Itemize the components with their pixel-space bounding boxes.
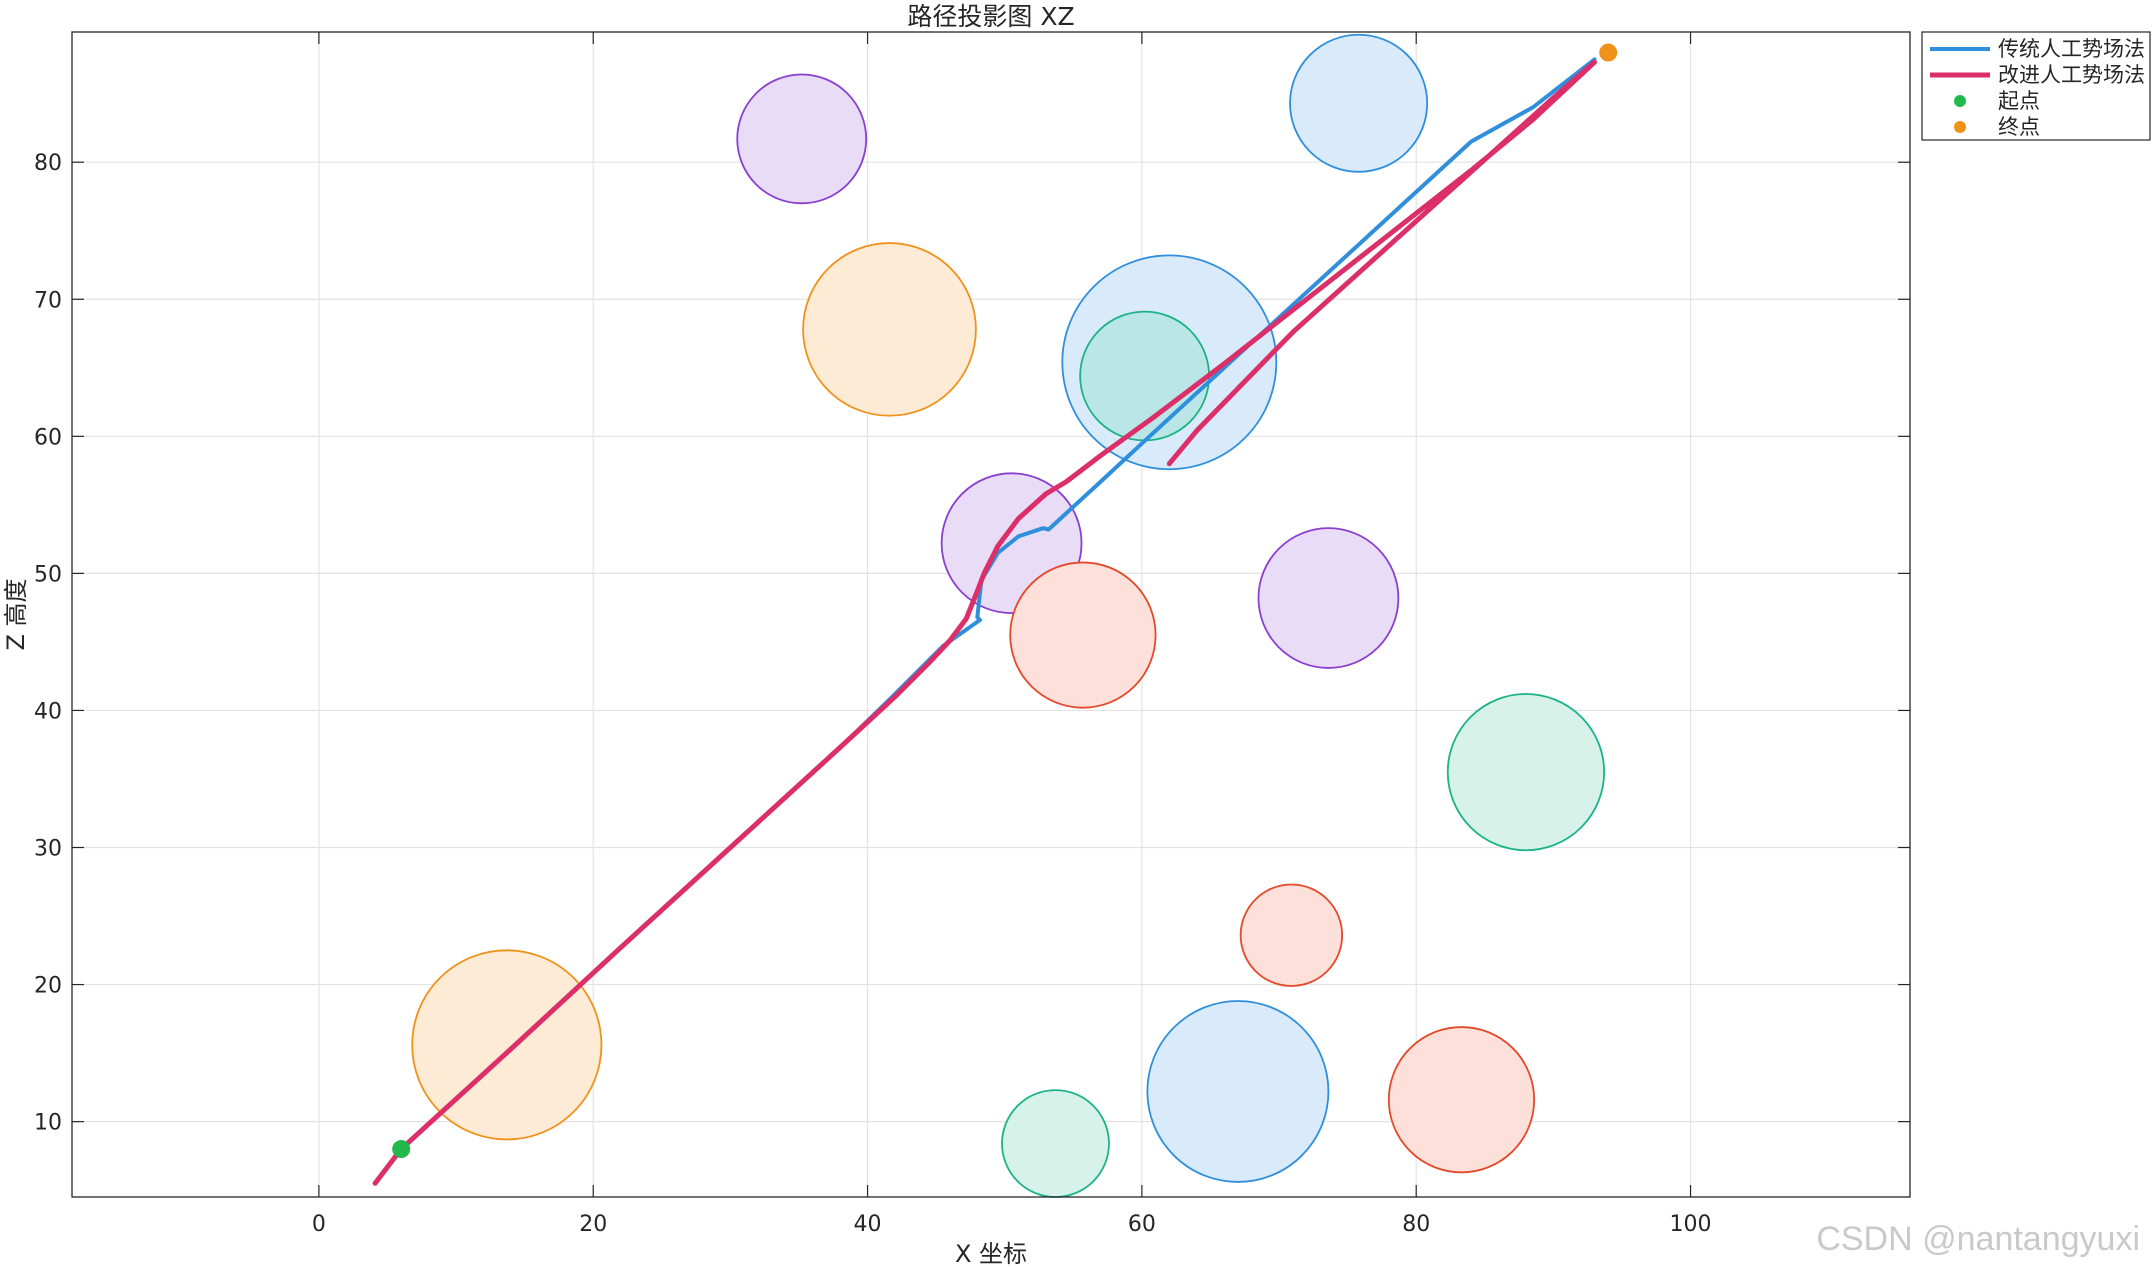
chart-title: 路径投影图 XZ	[907, 2, 1074, 31]
legend-label-start: 起点	[1998, 89, 2040, 113]
watermark: CSDN @nantangyuxi	[1816, 1220, 2140, 1258]
axes-box	[71, 31, 1911, 1198]
obstacle-circle	[1009, 561, 1157, 709]
obstacle-circle	[411, 949, 603, 1141]
legend-label-improved: 改进人工势场法	[1998, 63, 2145, 87]
x-tick-label: 0	[312, 1212, 326, 1237]
y-tick-label: 50	[34, 562, 62, 587]
legend-label-traditional: 传统人工势场法	[1998, 37, 2145, 61]
obstacle-circle	[1257, 527, 1400, 669]
obstacle-circle	[1001, 1089, 1110, 1198]
y-tick-label: 80	[34, 151, 62, 176]
y-tick-label: 40	[34, 699, 62, 724]
markers	[392, 43, 1618, 1159]
y-axis-title: Z 高度	[2, 578, 30, 650]
x-axis-title: X 坐标	[955, 1240, 1027, 1268]
obstacle-circle	[1239, 883, 1344, 987]
x-tick-label: 20	[579, 1212, 607, 1237]
obstacle-circle	[1289, 33, 1429, 173]
start-point-marker	[392, 1140, 411, 1159]
legend-label-goal: 终点	[1998, 115, 2040, 139]
x-tick-label: 80	[1402, 1212, 1430, 1237]
y-tick-label: 10	[34, 1111, 62, 1136]
y-tick-label: 70	[34, 288, 62, 313]
ticks: 0 20 40 60 80 100 10 20 30 40 50 60 70 80	[34, 32, 1910, 1237]
legend-swatch-start	[1954, 95, 1966, 107]
improved-path-line	[372, 59, 1597, 1186]
y-tick-label: 60	[34, 425, 62, 450]
x-tick-label: 100	[1670, 1212, 1712, 1237]
goal-point-marker	[1599, 43, 1618, 62]
paths	[372, 57, 1597, 1186]
legend-swatch-goal	[1954, 121, 1966, 133]
x-tick-label: 40	[854, 1212, 882, 1237]
x-tick-label: 60	[1128, 1212, 1156, 1237]
obstacle-circle	[736, 73, 868, 205]
legend: 传统人工势场法 改进人工势场法 起点 终点	[1921, 31, 2151, 141]
y-tick-label: 20	[34, 974, 62, 999]
obstacles	[411, 33, 1606, 1198]
y-tick-label: 30	[34, 837, 62, 862]
obstacle-circle	[1446, 693, 1606, 852]
grid-lines	[72, 32, 1910, 1197]
obstacle-circle	[1387, 1026, 1536, 1174]
obstacle-circle	[802, 242, 977, 417]
obstacle-circle	[1146, 1000, 1330, 1183]
